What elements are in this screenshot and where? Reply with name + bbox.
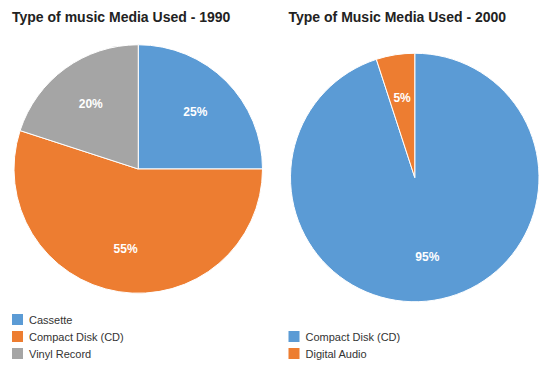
legend-label: Cassette bbox=[29, 314, 72, 326]
legend-label: Digital Audio bbox=[306, 348, 367, 360]
data-label: 55% bbox=[114, 242, 138, 256]
legend-swatch bbox=[289, 348, 300, 359]
legend-swatch bbox=[289, 331, 300, 342]
legend-item: Vinyl Record bbox=[12, 348, 91, 360]
legend: Compact Disk (CD) Digital Audio bbox=[289, 331, 401, 360]
legend-label: Compact Disk (CD) bbox=[29, 331, 124, 343]
data-label: 5% bbox=[393, 91, 411, 105]
chart-root: Type of music Media Used - 1990 25% 55% 20%… bbox=[0, 0, 553, 369]
legend: Cassette Compact Disk (CD) Vinyl Record bbox=[12, 314, 124, 360]
pie-slice bbox=[290, 53, 539, 302]
chart-title: Type of music Media Used - 1990 bbox=[12, 9, 231, 25]
data-label: 20% bbox=[79, 97, 103, 111]
pie-slice bbox=[376, 53, 414, 177]
chart-title: Type of Music Media Used - 2000 bbox=[289, 9, 507, 25]
data-label: 25% bbox=[183, 105, 207, 119]
legend-item: Compact Disk (CD) bbox=[12, 331, 124, 343]
pie: 95% 5% bbox=[290, 53, 539, 302]
legend-item: Compact Disk (CD) bbox=[289, 331, 401, 343]
legend-label: Compact Disk (CD) bbox=[306, 331, 401, 343]
legend-swatch bbox=[12, 348, 23, 359]
legend-swatch bbox=[12, 314, 23, 325]
data-label: 95% bbox=[415, 250, 439, 264]
chart-panel: Type of music Media Used - 1990 25% 55% 20%… bbox=[12, 9, 263, 360]
pie-slice bbox=[20, 45, 138, 169]
chart-panel: Type of Music Media Used - 2000 95% 5% Comp… bbox=[289, 9, 539, 360]
legend-item: Digital Audio bbox=[289, 348, 367, 360]
legend-swatch bbox=[12, 331, 23, 342]
pie: 25% 55% 20% bbox=[14, 45, 263, 293]
legend-item: Cassette bbox=[12, 314, 72, 326]
pie-slice bbox=[138, 45, 262, 169]
legend-label: Vinyl Record bbox=[29, 348, 91, 360]
